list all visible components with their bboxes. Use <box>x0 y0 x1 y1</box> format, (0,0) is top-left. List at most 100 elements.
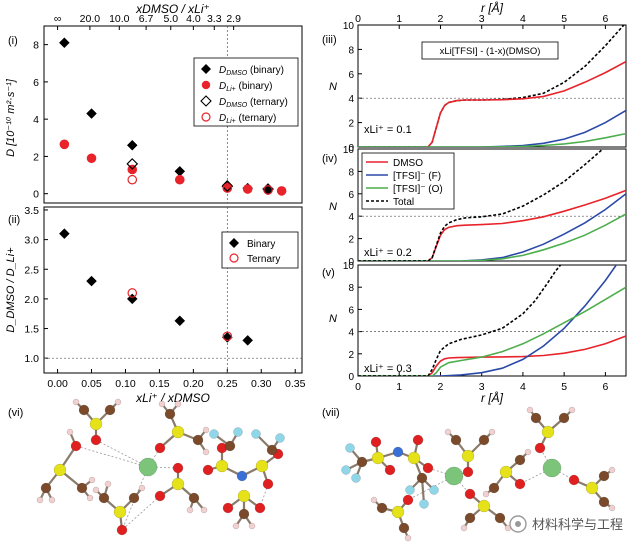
panel-i-y-ticks: 0 2 4 6 8 <box>33 40 48 201</box>
atom-c <box>450 434 462 446</box>
atom-o <box>70 440 82 452</box>
data-point <box>262 184 274 196</box>
x-tick-label: 0 <box>355 381 361 393</box>
atom-c <box>104 404 116 416</box>
atom-c <box>224 440 236 452</box>
y-tick-label: 3.5 <box>24 205 39 217</box>
series-line <box>358 60 626 147</box>
panel-iv-label: (iv) <box>322 153 337 165</box>
y-tick-label: 1.5 <box>24 324 39 336</box>
atom-o <box>370 436 382 448</box>
atom-h <box>248 522 256 530</box>
panel-iv-annotation: xLi⁺ = 0.2 <box>364 247 412 259</box>
panel-i-label: (i) <box>8 35 18 47</box>
atom-c <box>356 456 368 468</box>
x-tick-label: 0.35 <box>285 378 306 390</box>
panel-v-xlabel: r [Å] <box>481 390 504 405</box>
series-line <box>358 286 626 376</box>
atom-h <box>36 496 44 504</box>
panel-ii-label: (ii) <box>8 214 20 226</box>
panel-iii-top-axis-label: r [Å] <box>481 0 504 15</box>
y-tick-label: 8 <box>348 167 354 178</box>
panel-v-curves <box>358 265 626 376</box>
panel-i-ylabel: D [10⁻¹⁰ m²·s⁻¹] <box>5 78 17 157</box>
y-tick-label: 2.5 <box>24 264 39 276</box>
legend-text-dli-binary: DLi+ (binary) <box>219 81 272 93</box>
atom-h <box>186 506 194 514</box>
y-tick-label: 2.0 <box>24 294 39 306</box>
atom-li <box>542 458 562 478</box>
atom-s <box>255 459 269 473</box>
structure-label-vi: (vi) <box>8 407 23 419</box>
y-tick-label: 2 <box>348 235 354 246</box>
atom-h <box>86 494 94 502</box>
atom-h <box>72 398 80 406</box>
hydrogen-bond <box>121 495 161 531</box>
data-point <box>59 139 70 150</box>
atom-h <box>174 400 182 408</box>
watermark: 材料科学与工程 <box>509 515 623 533</box>
series-line <box>358 132 626 147</box>
legend-text-binary: Binary <box>247 239 275 250</box>
x-tick-label: 3 <box>479 381 485 393</box>
atom-o <box>464 488 476 500</box>
y-tick-label: 3.0 <box>24 235 39 247</box>
atom-s <box>113 505 127 519</box>
legend-text-total: Total <box>393 197 414 208</box>
top-tick-label: 10.0 <box>109 13 130 25</box>
panel-iv: (iv) 0 2 4 6 8 10 N DMSO [TFSI]⁻ (F) [TFSI]⁻ … <box>322 145 627 268</box>
legend-marker-ddmso-binary <box>201 64 211 74</box>
atom-o <box>422 462 434 474</box>
atom-c <box>76 482 88 494</box>
top-tick-label: 3.3 <box>207 13 222 25</box>
data-point <box>174 174 185 185</box>
panel-ii-xlabel: xLi⁺ / xDMSO <box>135 391 210 405</box>
atom-h <box>608 504 616 512</box>
panel-ii-reference-lines <box>44 207 302 373</box>
atom-h <box>460 524 468 532</box>
data-point <box>86 108 97 119</box>
x-tick-label: 4 <box>520 381 526 393</box>
panel-ii-x-ticks: 0.00 0.05 0.10 0.15 0.20 0.25 0.30 0.35 <box>47 369 306 390</box>
atom-h <box>608 466 616 474</box>
atom-h <box>202 426 210 434</box>
panel-iii-title: xLi[TFSI] - (1-x)(DMSO) <box>440 46 541 57</box>
panel-iv-y-ticks: 0 2 4 6 8 10 <box>343 145 362 268</box>
panel-iii-annotation: xLi⁺ = 0.1 <box>364 124 412 136</box>
atom-h <box>444 428 452 436</box>
panel-v-annotation: xLi⁺ = 0.3 <box>364 363 412 375</box>
data-point <box>126 139 138 151</box>
y-tick-label: 10 <box>343 261 355 272</box>
y-tick-label: 0 <box>348 372 354 383</box>
atom-c <box>598 496 610 508</box>
data-point <box>126 158 139 170</box>
top-tick-label: 5.0 <box>163 13 178 25</box>
panel-iii-y-ticks: 0 2 4 6 8 10 <box>343 21 362 154</box>
y-tick-label: 4 <box>348 328 354 339</box>
atom-c <box>478 434 490 446</box>
atom-f <box>209 429 219 439</box>
series-line <box>358 335 626 376</box>
x-tick-label: 1 <box>396 381 402 393</box>
legend-text-dmso: DMSO <box>393 158 423 169</box>
atom-f <box>419 499 429 509</box>
x-tick-label: 0.20 <box>183 378 204 390</box>
atom-f <box>351 473 361 483</box>
atom-o <box>462 466 474 478</box>
atom-s <box>215 459 229 473</box>
panel-v-y-ticks: 0 2 4 6 8 10 <box>343 261 362 383</box>
legend-marker-ternary <box>229 253 239 263</box>
atom-s <box>237 489 251 503</box>
panel-ii-frame <box>43 206 303 374</box>
y-tick-label: 6 <box>348 305 354 316</box>
series-line <box>358 149 605 261</box>
y-tick-label: 6 <box>348 70 354 81</box>
top-tick-label: 20.0 <box>80 13 101 25</box>
atom-o <box>262 478 274 490</box>
atom-o <box>90 434 102 446</box>
panel-iv-ylabel: N <box>329 201 337 213</box>
top-tick-label: 4 <box>520 13 526 25</box>
y-tick-label: 10 <box>343 145 355 156</box>
legend-text-dli-ternary: DLi+ (ternary) <box>219 113 276 125</box>
